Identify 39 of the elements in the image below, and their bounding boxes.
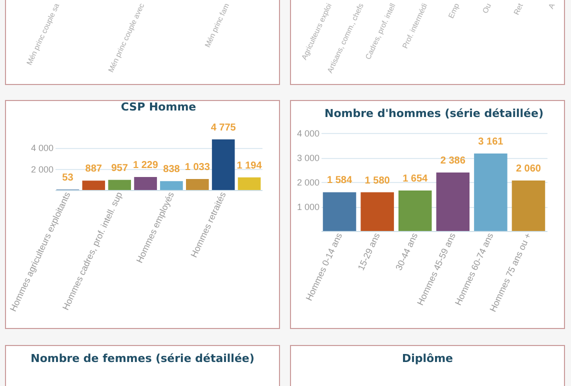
text: Nombre de femmes (série détaillée) [30, 352, 254, 365]
data-label: 2 060 [516, 164, 542, 175]
x-tick-label: 15-29 ans [356, 230, 382, 272]
chart-title: Nombre d'hommes (série détaillée) [324, 107, 544, 120]
y-tick-label: 2 000 [30, 164, 54, 174]
bar [108, 180, 132, 190]
data-label: 838 [163, 164, 180, 176]
data-label: 53 [62, 172, 74, 184]
data-label: 1 194 [236, 160, 262, 172]
y-tick-label: 4 000 [296, 128, 320, 138]
data-label: 1 580 [364, 175, 390, 186]
bar [512, 180, 546, 231]
bar [436, 172, 470, 231]
bar [82, 180, 106, 190]
bar [398, 190, 432, 231]
data-label: 1 584 [327, 175, 352, 186]
bar [360, 192, 394, 231]
bar [322, 192, 356, 231]
data-label: 3 161 [478, 136, 504, 148]
bar [238, 177, 261, 190]
y-tick-label: 3 000 [296, 153, 320, 163]
y-tick-label: 4 000 [30, 143, 54, 154]
data-label: 887 [85, 164, 102, 175]
text: Diplôme [402, 352, 454, 365]
bar [160, 181, 183, 190]
data-label: 1 229 [133, 160, 158, 171]
data-label: 1 654 [402, 173, 428, 184]
bar [474, 154, 508, 231]
data-label: 2 386 [440, 156, 466, 167]
chart-title: CSP Homme [120, 100, 196, 114]
x-tick-label: 30-44 ans [394, 230, 420, 272]
bar [186, 179, 209, 190]
y-tick-label: 2 000 [296, 178, 320, 188]
bar [212, 139, 235, 190]
data-label: 957 [111, 162, 128, 174]
bar [134, 176, 157, 190]
y-tick-label: 1 000 [296, 202, 320, 212]
data-label: 4 775 [210, 122, 236, 134]
data-label: 1 033 [184, 162, 210, 174]
